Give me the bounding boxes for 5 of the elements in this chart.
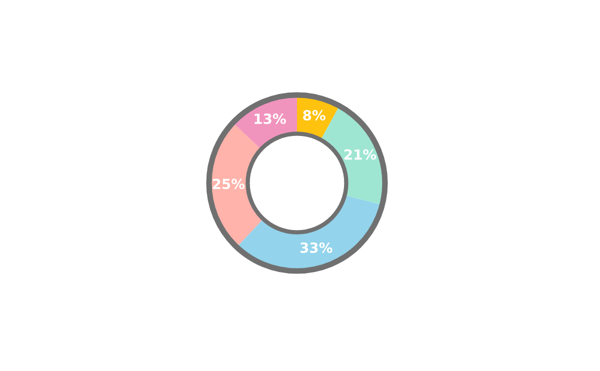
data-label: 33% xyxy=(300,242,332,253)
data-label: 25% xyxy=(212,178,245,190)
data-label: 21% xyxy=(344,149,376,160)
data-label: 8% xyxy=(303,110,326,121)
data-label: 13% xyxy=(254,114,286,124)
